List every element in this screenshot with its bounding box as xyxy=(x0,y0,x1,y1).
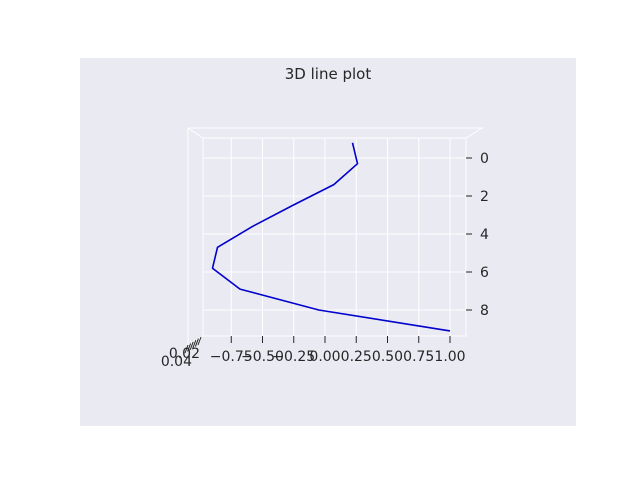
y-axis-ticks: 0 2 4 6 8 xyxy=(466,151,489,319)
y-tick-label: 6 xyxy=(480,265,489,281)
x-tick-label: 0.00 xyxy=(309,349,340,365)
z-tick-mark xyxy=(192,340,197,349)
x-tick-label: 0.75 xyxy=(403,349,434,365)
x-tick-label: −0.25 xyxy=(272,349,315,365)
z-tick-mark xyxy=(194,338,199,347)
y-tick-label: 2 xyxy=(480,189,489,205)
z-axis-ticks: 0.020.04 xyxy=(161,336,202,370)
z-tick-mark xyxy=(189,341,194,350)
z-tick-label: 0.02 xyxy=(169,346,200,362)
z-tick-mark xyxy=(187,343,192,352)
y-tick-label: 0 xyxy=(480,151,489,167)
x-tick-label: 0.50 xyxy=(372,349,403,365)
x-tick-label: −0.50 xyxy=(241,349,284,365)
pane-top-edge xyxy=(188,127,484,139)
z-tick-mark xyxy=(197,336,202,346)
z-tick-label: 0.04 xyxy=(161,354,192,370)
x-axis-ticks: −0.75−0.50−0.250.00 0.25 0.50 0.75 1.00 xyxy=(210,336,466,365)
chart-title: 3D line plot xyxy=(285,65,372,83)
series-group xyxy=(211,142,451,332)
z-tick-mark xyxy=(184,344,189,354)
series-line xyxy=(211,142,451,332)
back-pane xyxy=(187,127,484,346)
y-tick-label: 4 xyxy=(480,227,489,243)
y-tick-label: 8 xyxy=(480,303,489,319)
grid-lines xyxy=(203,138,466,336)
pane-corner-edge xyxy=(187,127,204,139)
x-tick-label: −0.75 xyxy=(210,349,253,365)
pane-face xyxy=(202,137,467,337)
x-tick-label: 1.00 xyxy=(434,349,465,365)
x-tick-label: 0.25 xyxy=(341,349,372,365)
